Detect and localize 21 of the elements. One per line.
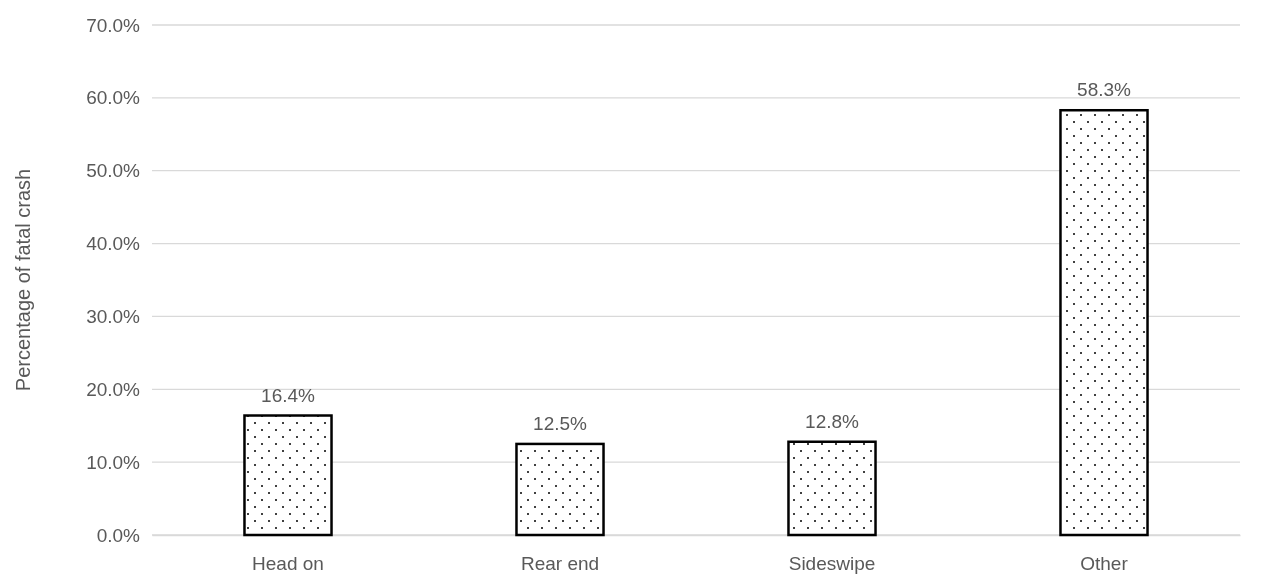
data-label: 12.5%	[533, 412, 588, 434]
y-tick-label: 30.0%	[86, 306, 141, 328]
data-label: 16.4%	[261, 384, 316, 406]
y-tick-label: 10.0%	[86, 451, 141, 473]
y-axis-title: Percentage of fatal crash	[12, 168, 34, 392]
y-tick-label: 20.0%	[86, 378, 141, 400]
bar	[1059, 108, 1149, 537]
y-tick-label: 60.0%	[86, 87, 141, 109]
data-label: 58.3%	[1077, 79, 1132, 101]
bar	[515, 442, 605, 537]
bar	[787, 440, 877, 537]
bar	[243, 414, 333, 537]
x-tick-label: Rear end	[520, 553, 600, 575]
y-tick-label: 40.0%	[86, 233, 141, 255]
x-tick-label: Head on	[252, 553, 324, 575]
y-tick-label: 70.0%	[86, 14, 141, 36]
data-label: 12.8%	[805, 410, 860, 432]
x-tick-label: Other	[1080, 553, 1129, 575]
y-tick-label: 0.0%	[96, 524, 141, 546]
x-tick-label: Sideswipe	[788, 553, 876, 575]
y-tick-label: 50.0%	[86, 160, 141, 182]
